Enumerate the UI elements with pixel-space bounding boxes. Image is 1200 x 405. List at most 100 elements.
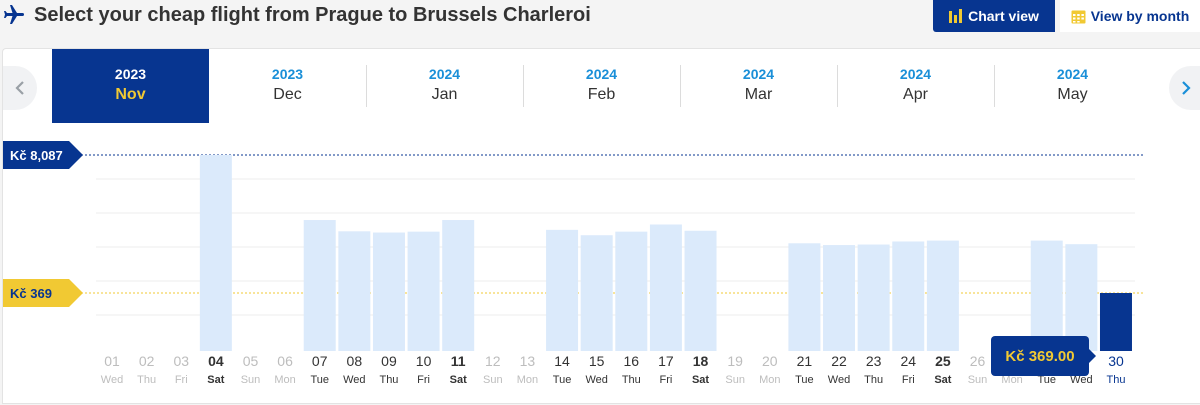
month-tab-month: Nov — [115, 86, 146, 103]
day-number-label: 07 — [312, 353, 328, 369]
chart-view-button[interactable]: Chart view — [933, 0, 1055, 32]
month-tab-month: May — [1057, 86, 1088, 103]
day-of-week-label: Thu — [379, 374, 398, 386]
day-of-week-label: Tue — [1037, 374, 1056, 386]
day-of-week-label: Sun — [968, 374, 988, 386]
day-of-week-label: Fri — [902, 374, 915, 386]
day-number-label: 08 — [347, 353, 363, 369]
price-bar-10[interactable] — [407, 231, 440, 351]
min-price-flag — [3, 279, 83, 307]
day-number-label: 22 — [831, 353, 847, 369]
day-of-week-label: Sat — [692, 374, 709, 386]
day-number-label: 01 — [104, 353, 120, 369]
day-of-week-label: Wed — [585, 374, 607, 386]
day-number-label: 24 — [900, 353, 916, 369]
fare-card: 2023 Nov 2023 Dec 2024 Jan 2024 Feb 2024 Mar 2024 A… — [2, 48, 1200, 404]
price-bar-30[interactable] — [1099, 293, 1132, 351]
day-of-week-label: Sat — [450, 374, 467, 386]
view-by-month-label: View by month — [1090, 8, 1190, 24]
day-of-week-label: Sun — [483, 374, 503, 386]
page-title: Select your cheap flight from Prague to … — [34, 4, 591, 26]
day-number-label: 19 — [727, 353, 743, 369]
day-number-label: 17 — [658, 353, 674, 369]
price-bar-23[interactable] — [857, 244, 890, 351]
fare-chart-svg: 01 Wed 02 Thu 03 Fri 04 Sat 05 Sun 06 Mon 07 Tue 08 Wed… — [3, 141, 1143, 386]
price-bar-14[interactable] — [546, 229, 579, 351]
price-bar-29[interactable] — [1065, 244, 1098, 351]
day-number-label: 03 — [173, 353, 189, 369]
day-number-label: 18 — [693, 353, 709, 369]
day-number-label: 30 — [1108, 353, 1124, 369]
month-tab-month: Feb — [587, 86, 616, 103]
previous-month-button[interactable] — [3, 66, 37, 110]
price-bar-17[interactable] — [649, 224, 682, 351]
month-tab-year: 2024 — [742, 66, 775, 82]
price-bar-11[interactable] — [442, 220, 475, 351]
fare-chart: 01 Wed 02 Thu 03 Fri 04 Sat 05 Sun 06 Mon 07 Tue 08 Wed… — [3, 125, 1200, 405]
price-bar-07[interactable] — [303, 220, 336, 351]
plane-icon — [4, 5, 24, 24]
day-of-week-label: Fri — [660, 374, 673, 386]
price-bar-28[interactable] — [1030, 240, 1063, 351]
day-of-week-label: Sun — [725, 374, 745, 386]
day-of-week-label: Mon — [759, 374, 780, 386]
day-of-week-label: Thu — [864, 374, 883, 386]
month-tab-year: 2024 — [428, 66, 461, 82]
day-number-label: 11 — [451, 353, 466, 369]
day-of-week-label: Sun — [241, 374, 261, 386]
day-of-week-label: Sat — [934, 374, 951, 386]
day-of-week-label: Wed — [828, 374, 850, 386]
tab-month-may-2024[interactable]: 2024 May — [994, 49, 1151, 123]
day-of-week-label: Mon — [517, 374, 538, 386]
day-of-week-label: Wed — [101, 374, 123, 386]
chart-view-label: Chart view — [968, 8, 1039, 24]
month-tab-month: Jan — [431, 86, 458, 103]
day-of-week-label: Wed — [343, 374, 365, 386]
day-number-label: 06 — [277, 353, 293, 369]
day-number-label: 23 — [866, 353, 882, 369]
month-strip: 2023 Nov 2023 Dec 2024 Jan 2024 Feb 2024 Mar 2024 A… — [52, 49, 1151, 123]
price-bar-24[interactable] — [892, 241, 925, 351]
tab-month-apr-2024[interactable]: 2024 Apr — [837, 49, 994, 123]
tab-month-feb-2024[interactable]: 2024 Feb — [523, 49, 680, 123]
price-bar-22[interactable] — [823, 245, 856, 351]
header: Select your cheap flight from Prague to … — [0, 0, 1200, 40]
bar-chart-icon — [949, 9, 963, 23]
tab-month-dec-2023[interactable]: 2023 Dec — [209, 49, 366, 123]
price-bar-25[interactable] — [926, 240, 959, 351]
price-bar-21[interactable] — [788, 243, 821, 351]
price-bar-04[interactable] — [199, 155, 232, 351]
next-month-button[interactable] — [1169, 66, 1200, 110]
max-price-flag — [3, 141, 83, 169]
tab-month-jan-2024[interactable]: 2024 Jan — [366, 49, 523, 123]
tab-month-mar-2024[interactable]: 2024 Mar — [680, 49, 837, 123]
tab-month-nov-2023[interactable]: 2023 Nov — [52, 49, 209, 123]
day-number-label: 12 — [485, 353, 501, 369]
month-tab-month: Apr — [903, 86, 928, 103]
view-by-month-button[interactable]: View by month — [1060, 0, 1200, 32]
day-number-label: 21 — [797, 353, 813, 369]
price-bar-09[interactable] — [372, 232, 405, 351]
calendar-icon — [1071, 10, 1086, 23]
day-number-label: 05 — [243, 353, 259, 369]
chevron-left-icon — [15, 81, 24, 95]
day-number-label: 20 — [762, 353, 778, 369]
month-tab-month: Mar — [744, 86, 773, 103]
day-number-label: 16 — [624, 353, 640, 369]
day-number-label: 09 — [381, 353, 397, 369]
day-of-week-label: Sat — [207, 374, 224, 386]
month-tab-year: 2023 — [114, 66, 147, 82]
price-bar-18[interactable] — [684, 230, 717, 351]
day-of-week-label: Mon — [274, 374, 295, 386]
day-of-week-label: Fri — [417, 374, 430, 386]
month-tab-year: 2024 — [899, 66, 932, 82]
day-number-label: 10 — [416, 353, 432, 369]
min-price-label: Kč 369 — [10, 286, 52, 301]
price-bar-15[interactable] — [580, 235, 613, 351]
day-number-label: 04 — [208, 353, 224, 369]
day-of-week-label: Tue — [310, 374, 329, 386]
day-of-week-label: Tue — [553, 374, 572, 386]
day-number-label: 02 — [139, 353, 155, 369]
price-bar-08[interactable] — [338, 231, 371, 351]
price-bar-16[interactable] — [615, 231, 648, 351]
